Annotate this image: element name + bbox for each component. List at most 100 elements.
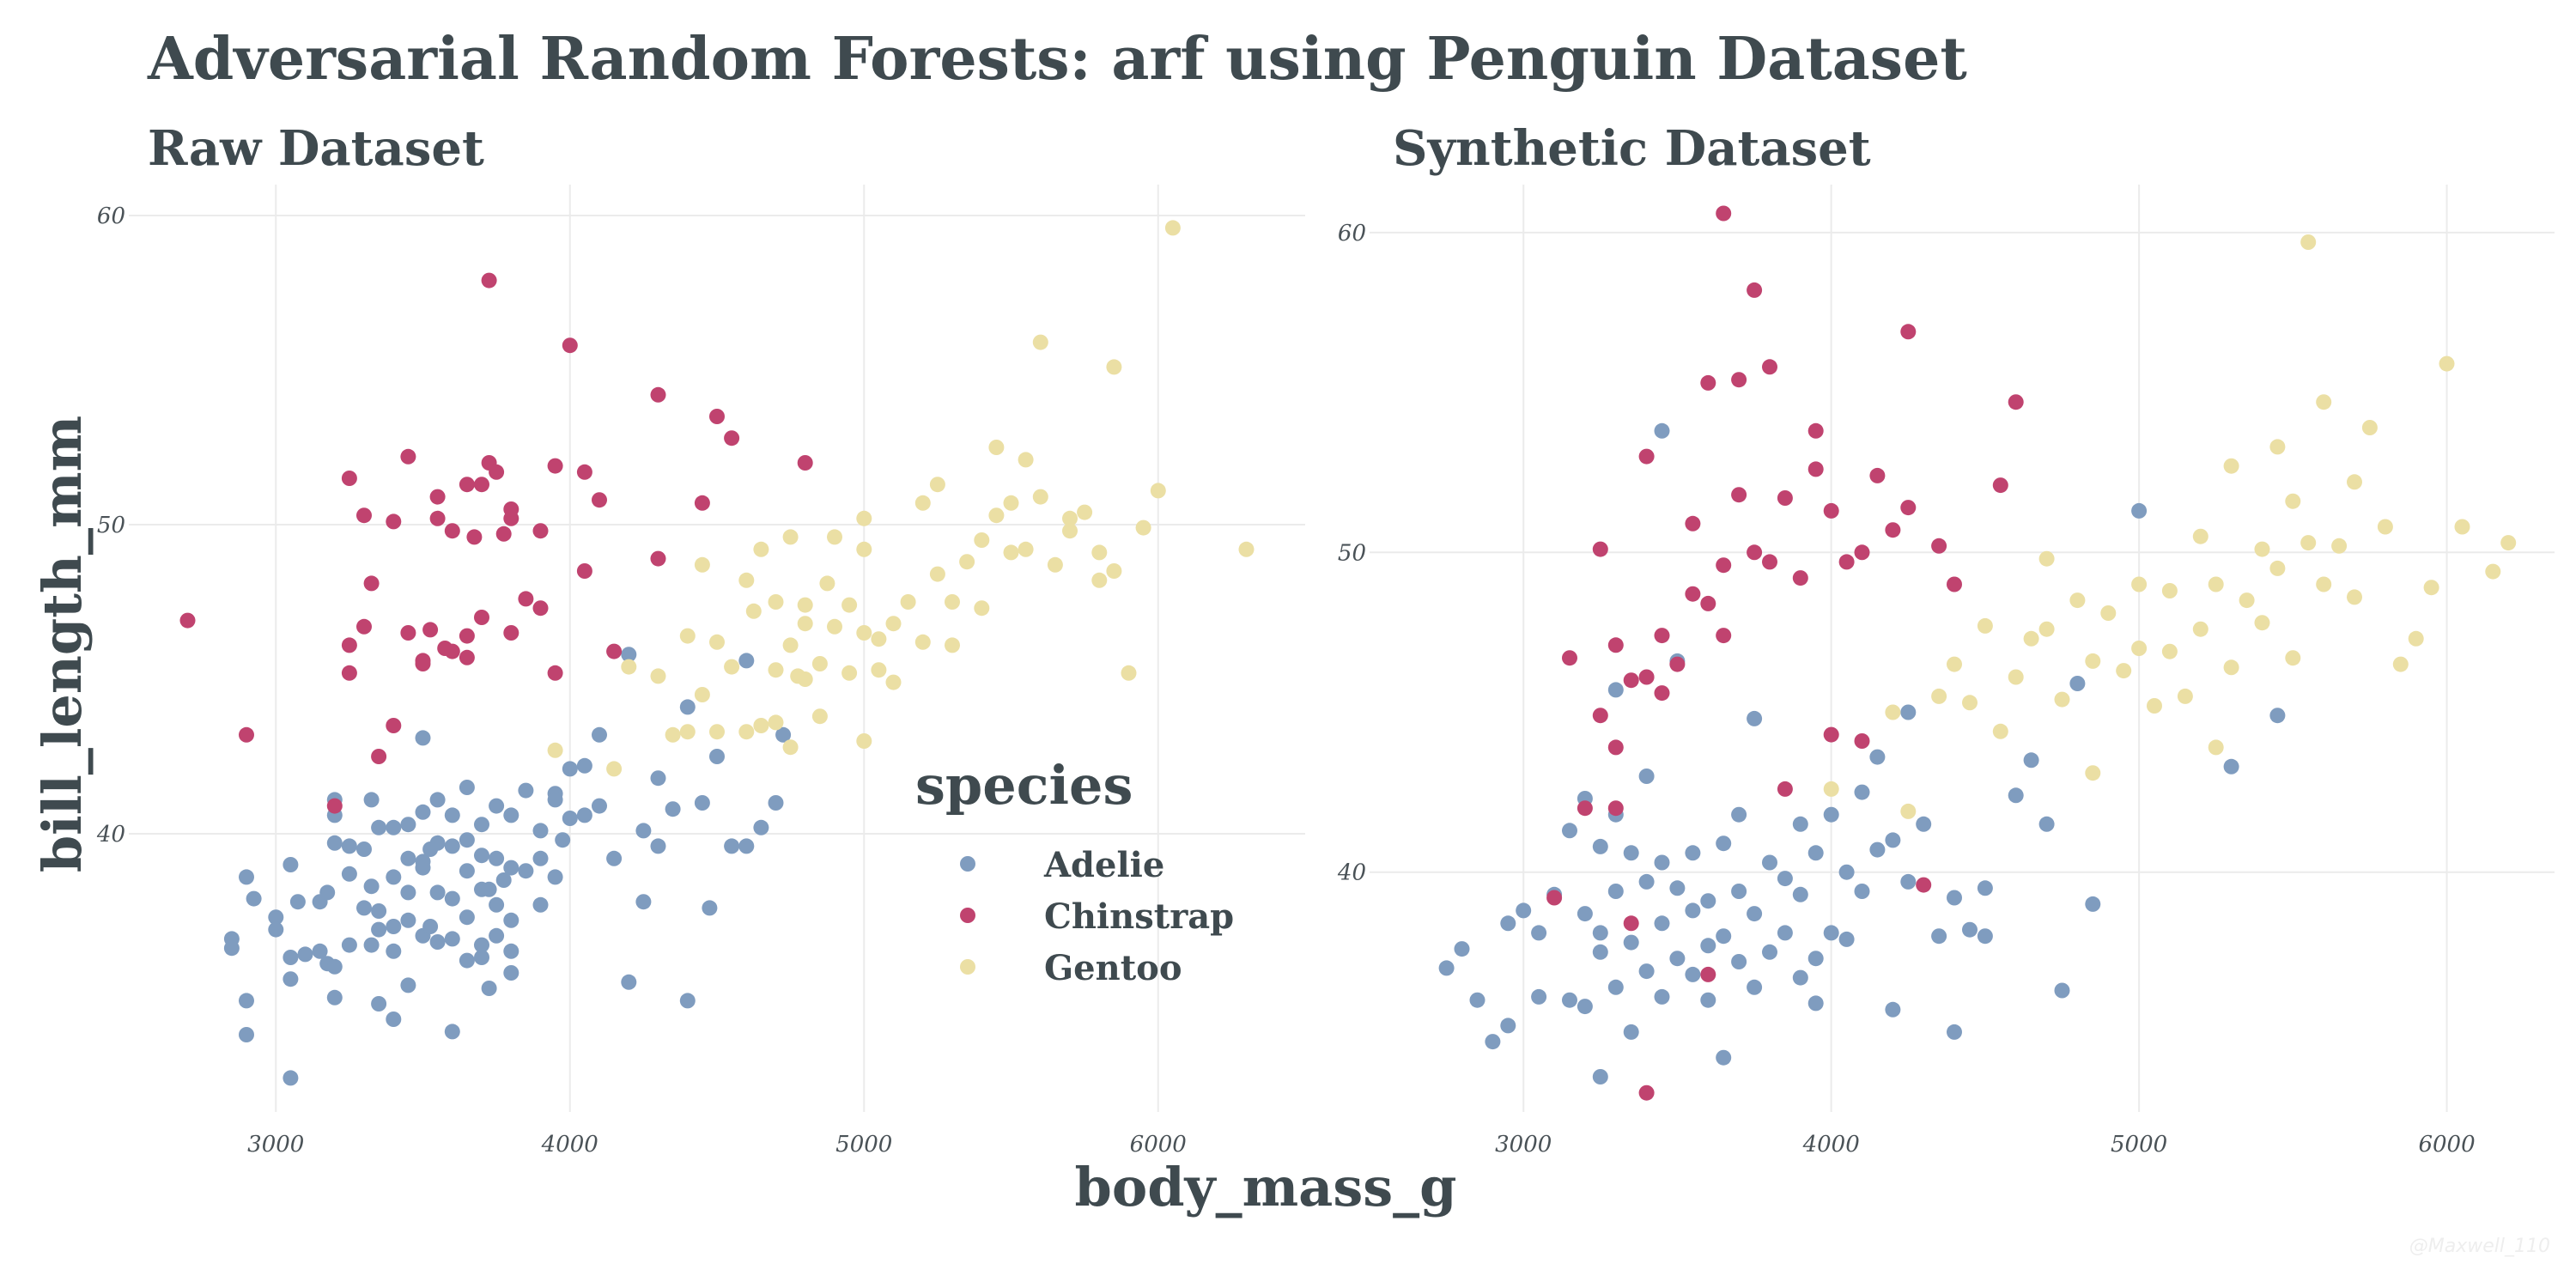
subtitle-raw: Raw Dataset	[148, 120, 484, 177]
point-gentoo	[2269, 560, 2286, 576]
point-gentoo	[1992, 723, 2008, 739]
point-gentoo	[819, 575, 835, 592]
x-tick-label: 5000	[835, 1132, 892, 1157]
point-adelie	[1577, 999, 1593, 1015]
point-chinstrap	[1716, 557, 1732, 574]
point-chinstrap	[1607, 637, 1624, 653]
point-adelie	[724, 838, 740, 854]
legend-label-adelie: Adelie	[1043, 845, 1164, 885]
point-adelie	[1531, 925, 1547, 941]
point-gentoo	[974, 600, 990, 617]
point-adelie	[489, 927, 505, 944]
y-tick-label: 50	[97, 513, 125, 538]
point-adelie	[239, 993, 254, 1009]
point-adelie	[1947, 1024, 1962, 1040]
point-adelie	[592, 726, 607, 743]
point-adelie	[621, 647, 637, 663]
point-adelie	[415, 804, 431, 820]
point-chinstrap	[1762, 359, 1777, 375]
point-chinstrap	[1731, 487, 1747, 503]
point-adelie	[422, 919, 439, 934]
point-adelie	[1977, 880, 1993, 896]
point-gentoo	[745, 603, 762, 619]
point-chinstrap	[444, 643, 460, 659]
point-chinstrap	[341, 471, 357, 486]
point-gentoo	[606, 761, 623, 777]
point-adelie	[503, 860, 519, 876]
point-chinstrap	[1638, 448, 1655, 465]
point-adelie	[1807, 845, 1824, 861]
point-gentoo	[738, 572, 755, 588]
point-chinstrap	[694, 495, 710, 511]
point-adelie	[1900, 704, 1917, 720]
point-gentoo	[753, 718, 769, 733]
point-chinstrap	[466, 529, 483, 545]
point-chinstrap	[386, 513, 402, 530]
point-gentoo	[1164, 220, 1181, 236]
point-adelie	[1823, 925, 1839, 941]
point-adelie	[1777, 871, 1793, 887]
point-adelie	[1731, 954, 1747, 969]
point-gentoo	[929, 477, 945, 493]
point-adelie	[1623, 845, 1639, 861]
point-adelie	[2269, 708, 2286, 724]
point-adelie	[1716, 1049, 1732, 1066]
point-adelie	[341, 937, 357, 953]
point-adelie	[326, 958, 343, 975]
x-tick-label: 3000	[247, 1132, 304, 1157]
point-adelie	[429, 934, 446, 950]
point-adelie	[1885, 1001, 1901, 1018]
point-adelie	[592, 798, 607, 814]
point-gentoo	[2285, 493, 2301, 509]
point-adelie	[1747, 906, 1763, 922]
point-adelie	[1731, 806, 1747, 823]
point-adelie	[429, 792, 446, 808]
point-chinstrap	[1762, 554, 1777, 570]
point-chinstrap	[400, 625, 416, 641]
point-chinstrap	[481, 272, 497, 289]
point-adelie	[386, 919, 402, 934]
point-gentoo	[900, 594, 916, 610]
point-adelie	[239, 1027, 254, 1042]
point-adelie	[1685, 966, 1701, 982]
point-chinstrap	[1685, 515, 1701, 532]
point-adelie	[775, 726, 792, 743]
point-adelie	[621, 974, 637, 990]
point-gentoo	[2038, 550, 2055, 567]
point-adelie	[562, 811, 578, 826]
point-adelie	[768, 795, 784, 811]
point-chinstrap	[709, 409, 725, 424]
point-gentoo	[1150, 483, 1166, 499]
point-adelie	[386, 819, 402, 835]
point-chinstrap	[179, 612, 196, 629]
point-gentoo	[2223, 659, 2239, 676]
point-chinstrap	[363, 575, 380, 592]
x-tick-label: 6000	[1130, 1132, 1187, 1157]
point-adelie	[562, 761, 578, 777]
legend-label-gentoo: Gentoo	[1044, 948, 1182, 988]
point-gentoo	[2023, 630, 2039, 647]
point-adelie	[444, 807, 460, 823]
point-chinstrap	[576, 563, 592, 579]
y-axis-label: bill_length_mm	[31, 416, 94, 872]
point-gentoo	[811, 656, 828, 671]
point-chinstrap	[495, 526, 512, 542]
point-chinstrap	[1900, 324, 1917, 340]
point-adelie	[1685, 845, 1701, 861]
point-gentoo	[1018, 541, 1034, 557]
point-adelie	[239, 869, 254, 885]
point-adelie	[679, 699, 696, 715]
point-adelie	[474, 950, 489, 965]
point-gentoo	[856, 510, 872, 526]
point-adelie	[341, 866, 357, 882]
point-gentoo	[1135, 519, 1151, 536]
point-gentoo	[2300, 535, 2317, 551]
point-adelie	[489, 850, 505, 866]
point-adelie	[1469, 992, 1485, 1008]
point-gentoo	[709, 634, 725, 650]
point-gentoo	[2331, 538, 2348, 554]
point-adelie	[518, 782, 534, 799]
point-chinstrap	[1685, 586, 1701, 602]
point-adelie	[312, 943, 328, 959]
